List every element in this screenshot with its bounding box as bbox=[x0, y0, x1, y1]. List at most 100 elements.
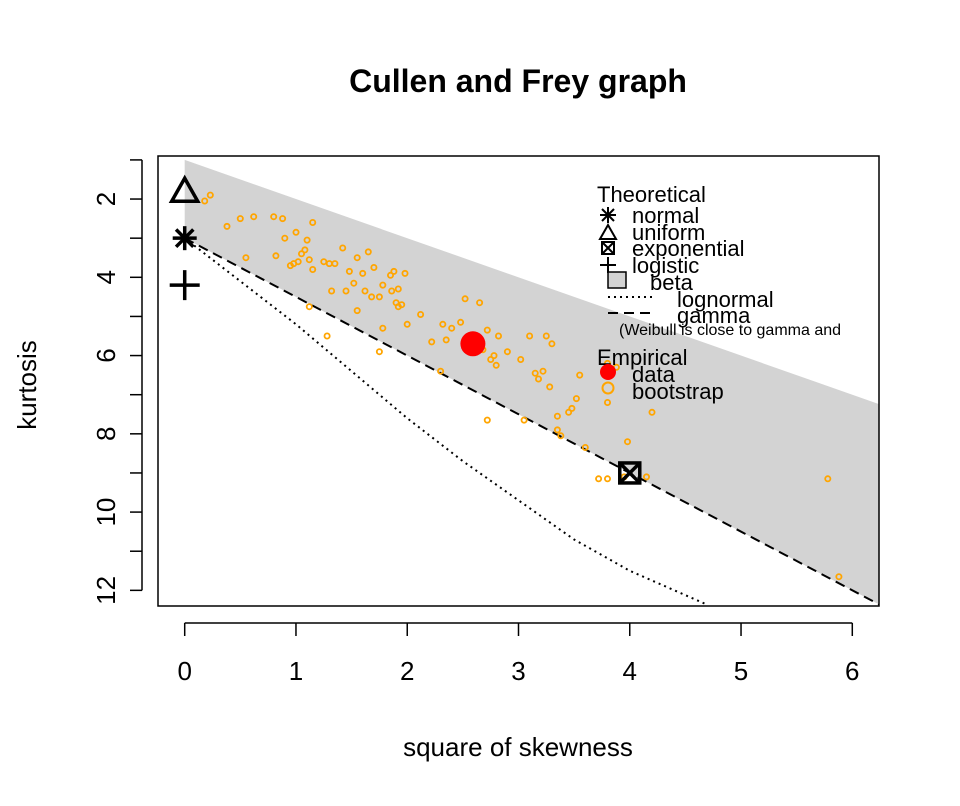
bootstrap-point bbox=[403, 320, 411, 328]
bootstrap-point bbox=[604, 475, 612, 483]
bootstrap-point bbox=[539, 367, 547, 375]
legend-title-theoretical: Theoretical bbox=[597, 182, 706, 207]
bootstrap-point bbox=[437, 367, 445, 375]
y-tick-label: 2 bbox=[91, 192, 121, 206]
bootstrap-point bbox=[503, 348, 511, 356]
x-tick-label: 1 bbox=[289, 656, 303, 686]
bootstrap-point bbox=[546, 383, 554, 391]
bootstrap-point bbox=[294, 258, 302, 266]
bootstrap-point bbox=[457, 318, 465, 326]
bootstrap-point bbox=[557, 432, 565, 440]
bootstrap-point bbox=[417, 310, 425, 318]
bootstrap-point bbox=[359, 269, 367, 277]
bootstrap-point bbox=[394, 285, 402, 293]
legend-label-exponential: exponential bbox=[632, 236, 745, 261]
legend-label-gamma: gamma bbox=[677, 303, 751, 328]
legend-label-beta: beta bbox=[650, 270, 694, 295]
bootstrap-point bbox=[364, 248, 372, 256]
bootstrap-point bbox=[568, 404, 576, 412]
legend-bootstrap-circle-icon bbox=[601, 381, 615, 395]
bootstrap-point bbox=[835, 573, 843, 581]
bootstrap-point bbox=[303, 236, 311, 244]
uniform-point bbox=[168, 174, 201, 203]
legend: Theoretical normal uniform exponential l… bbox=[597, 182, 841, 404]
bootstrap-point bbox=[604, 398, 612, 406]
bootstrap-point bbox=[442, 336, 450, 344]
bootstrap-point bbox=[309, 265, 317, 273]
bootstrap-point bbox=[353, 254, 361, 262]
x-tick-label: 4 bbox=[623, 656, 637, 686]
bootstrap-point bbox=[439, 320, 447, 328]
bootstrap-point bbox=[236, 215, 244, 223]
legend-beta-swatch-icon bbox=[607, 271, 627, 289]
bootstrap-point bbox=[643, 473, 651, 481]
exponential-point bbox=[618, 461, 642, 485]
bootstrap-point bbox=[331, 260, 339, 268]
bootstrap-point bbox=[520, 416, 528, 424]
gamma-line bbox=[184, 237, 879, 606]
bootstrap-point bbox=[328, 287, 336, 295]
empirical-data-point bbox=[460, 331, 486, 357]
bootstrap-point bbox=[483, 416, 491, 424]
x-axis: 0 1 2 3 4 5 6 bbox=[177, 622, 860, 686]
legend-label-normal: normal bbox=[632, 203, 699, 228]
y-axis-label: kurtosis bbox=[12, 340, 42, 430]
bootstrap-point bbox=[492, 361, 500, 369]
bootstrap-point bbox=[483, 326, 491, 334]
bootstrap-point bbox=[353, 307, 361, 315]
x-tick-label: 3 bbox=[511, 656, 525, 686]
plot-layers bbox=[168, 159, 879, 606]
legend-plus-icon bbox=[600, 257, 616, 273]
legend-data-dot-icon bbox=[600, 364, 616, 380]
bootstrap-point bbox=[535, 375, 543, 383]
bootstrap-point bbox=[428, 338, 436, 346]
bootstrap-point bbox=[270, 213, 278, 221]
legend-label-logistic: logistic bbox=[632, 253, 699, 278]
bootstrap-point bbox=[339, 244, 347, 252]
bootstrap-point bbox=[370, 263, 378, 271]
bootstrap-point bbox=[305, 256, 313, 264]
bootstrap-point bbox=[553, 426, 561, 434]
bootstrap-point bbox=[292, 228, 300, 236]
legend-label-bootstrap: bootstrap bbox=[632, 379, 724, 404]
bootstrap-point bbox=[301, 246, 309, 254]
bootstrap-point bbox=[576, 371, 584, 379]
bootstrap-point bbox=[309, 218, 317, 226]
bootstrap-point bbox=[548, 340, 556, 348]
bootstrap-point bbox=[375, 348, 383, 356]
bootstrap-point bbox=[461, 295, 469, 303]
x-tick-label: 0 bbox=[177, 656, 191, 686]
x-tick-label: 2 bbox=[400, 656, 414, 686]
bootstrap-point bbox=[542, 332, 550, 340]
x-tick-label: 5 bbox=[734, 656, 748, 686]
bootstrap-point bbox=[368, 293, 376, 301]
bootstrap-point bbox=[281, 234, 289, 242]
legend-label-lognormal: lognormal bbox=[677, 287, 774, 312]
bootstrap-point bbox=[305, 303, 313, 311]
bootstrap-point bbox=[526, 332, 534, 340]
bootstrap-point bbox=[297, 250, 305, 258]
x-tick-label: 6 bbox=[845, 656, 859, 686]
bootstrap-point bbox=[272, 252, 280, 260]
x-axis-label: square of skewness bbox=[403, 732, 633, 762]
bootstrap-point bbox=[490, 352, 498, 360]
bootstrap-point bbox=[581, 443, 589, 451]
bootstrap-point bbox=[648, 408, 656, 416]
bootstrap-point bbox=[242, 254, 250, 262]
bootstrap-point bbox=[394, 303, 402, 311]
plot-frame bbox=[157, 155, 880, 607]
logistic-point bbox=[169, 270, 200, 301]
y-axis: 2 4 6 8 10 12 bbox=[91, 159, 143, 605]
bootstrap-point bbox=[223, 222, 231, 230]
bootstrap-point bbox=[487, 355, 495, 363]
chart-title: Cullen and Frey graph bbox=[349, 63, 687, 99]
bootstrap-point bbox=[494, 332, 502, 340]
y-tick-label: 8 bbox=[91, 427, 121, 441]
bootstrap-point bbox=[279, 215, 287, 223]
bootstrap-point bbox=[595, 475, 603, 483]
bootstrap-point bbox=[388, 287, 396, 295]
y-tick-label: 12 bbox=[91, 576, 121, 605]
bootstrap-points bbox=[201, 191, 843, 581]
bootstrap-point bbox=[350, 279, 358, 287]
